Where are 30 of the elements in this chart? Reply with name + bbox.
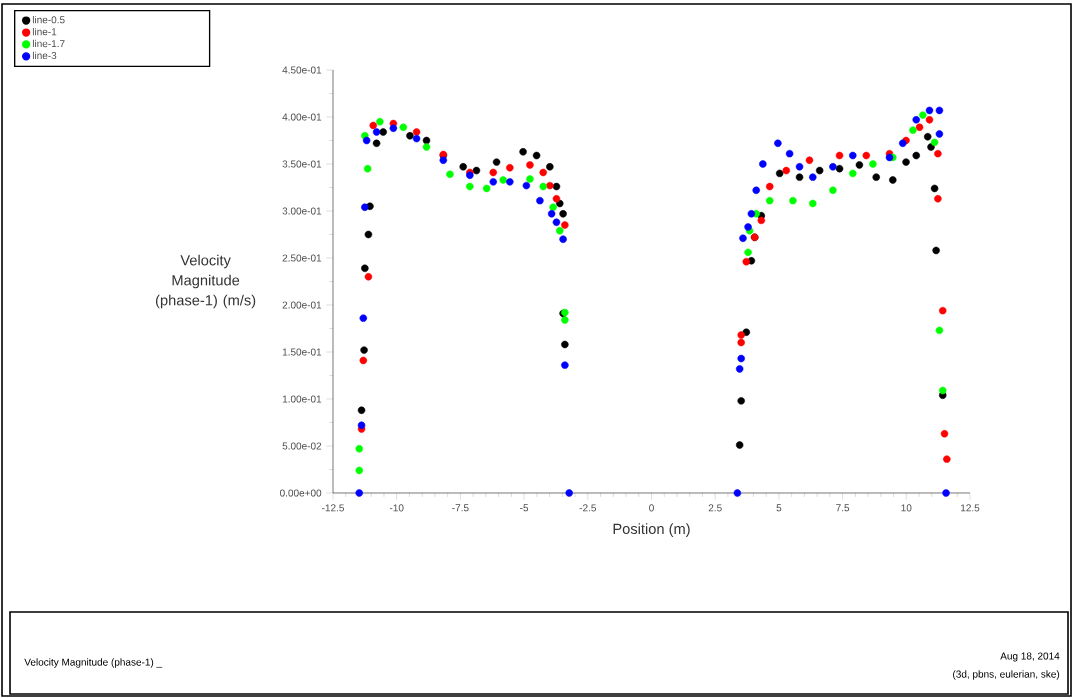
x-tick-label: -7.5 bbox=[452, 504, 469, 512]
legend-label: line-1 bbox=[32, 27, 57, 36]
x-tick-label: 2.5 bbox=[708, 504, 722, 512]
x-tick-label: 5 bbox=[776, 504, 782, 512]
x-axis-title: Position (m) bbox=[613, 523, 690, 537]
x-tick-label: -2.5 bbox=[579, 504, 596, 512]
text: Aug 18, 2014 bbox=[1000, 652, 1060, 662]
y-axis-title: Velocity Magnitude (phase-1) (m/s) bbox=[155, 254, 256, 309]
x-tick-label: -5 bbox=[520, 504, 529, 512]
x-tick-label: 10 bbox=[901, 504, 912, 512]
y-tick-label: 3.00e-01 bbox=[282, 207, 322, 215]
y-tick-label: 0.00e+00 bbox=[280, 489, 322, 497]
legend-label: line-3 bbox=[32, 51, 57, 60]
x-tick-label: -10 bbox=[389, 504, 404, 512]
text: Velocity Magnitude (phase-1) _ bbox=[24, 658, 163, 668]
x-tick-label: -12.5 bbox=[322, 504, 344, 512]
legend-label: line-0.5 bbox=[32, 16, 65, 24]
y-tick-label: 3.50e-01 bbox=[282, 160, 322, 168]
y-tick-label: 2.50e-01 bbox=[282, 254, 322, 262]
legend-label: line-1.7 bbox=[32, 39, 65, 48]
y-tick-label: 4.00e-01 bbox=[282, 113, 322, 121]
y-tick-label: 2.00e-01 bbox=[282, 301, 322, 309]
y-tick-label: 4.50e-01 bbox=[282, 66, 322, 74]
text: (3d, pbns, eulerian, ske) bbox=[953, 670, 1060, 680]
x-tick-label: 12.5 bbox=[961, 504, 980, 512]
x-tick-label: 0 bbox=[649, 504, 654, 512]
y-tick-label: 1.50e-01 bbox=[282, 348, 322, 356]
y-tick-label: 1.00e-01 bbox=[282, 395, 322, 403]
y-tick-label: 5.00e-02 bbox=[282, 442, 322, 450]
x-tick-label: 7.5 bbox=[836, 504, 850, 512]
